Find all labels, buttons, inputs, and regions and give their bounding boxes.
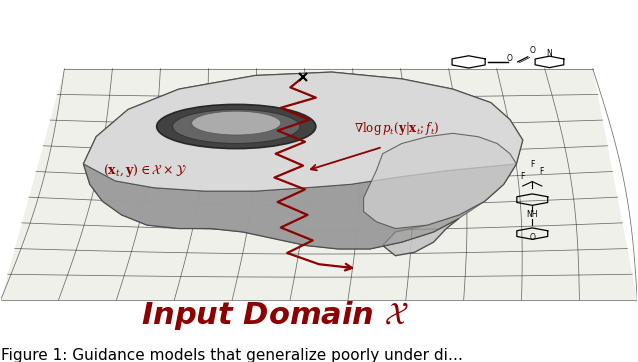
- Ellipse shape: [157, 104, 316, 149]
- Polygon shape: [84, 72, 523, 256]
- Text: $(\mathbf{x}_t, \mathbf{y}) \in \mathcal{X} \times \mathcal{Y}$: $(\mathbf{x}_t, \mathbf{y}) \in \mathcal…: [103, 162, 187, 179]
- Text: O: O: [530, 46, 535, 55]
- Polygon shape: [84, 164, 516, 249]
- Polygon shape: [364, 133, 516, 228]
- Ellipse shape: [191, 111, 281, 135]
- Text: F: F: [530, 160, 535, 169]
- Text: O: O: [507, 54, 513, 63]
- Text: O: O: [530, 233, 535, 242]
- Text: Figure 1: Guidance models that generalize poorly under di…: Figure 1: Guidance models that generaliz…: [1, 348, 463, 362]
- Ellipse shape: [173, 110, 300, 143]
- Text: NH: NH: [526, 210, 538, 219]
- Text: Input Domain $\mathcal{X}$: Input Domain $\mathcal{X}$: [140, 299, 408, 332]
- Text: N: N: [547, 50, 553, 58]
- Text: F: F: [521, 172, 525, 181]
- Text: $\nabla \log p_t(\mathbf{y}|\mathbf{x}_t; f_t)$: $\nabla \log p_t(\mathbf{y}|\mathbf{x}_t…: [354, 120, 440, 137]
- Text: F: F: [540, 167, 544, 176]
- Polygon shape: [84, 72, 523, 191]
- Polygon shape: [1, 69, 637, 300]
